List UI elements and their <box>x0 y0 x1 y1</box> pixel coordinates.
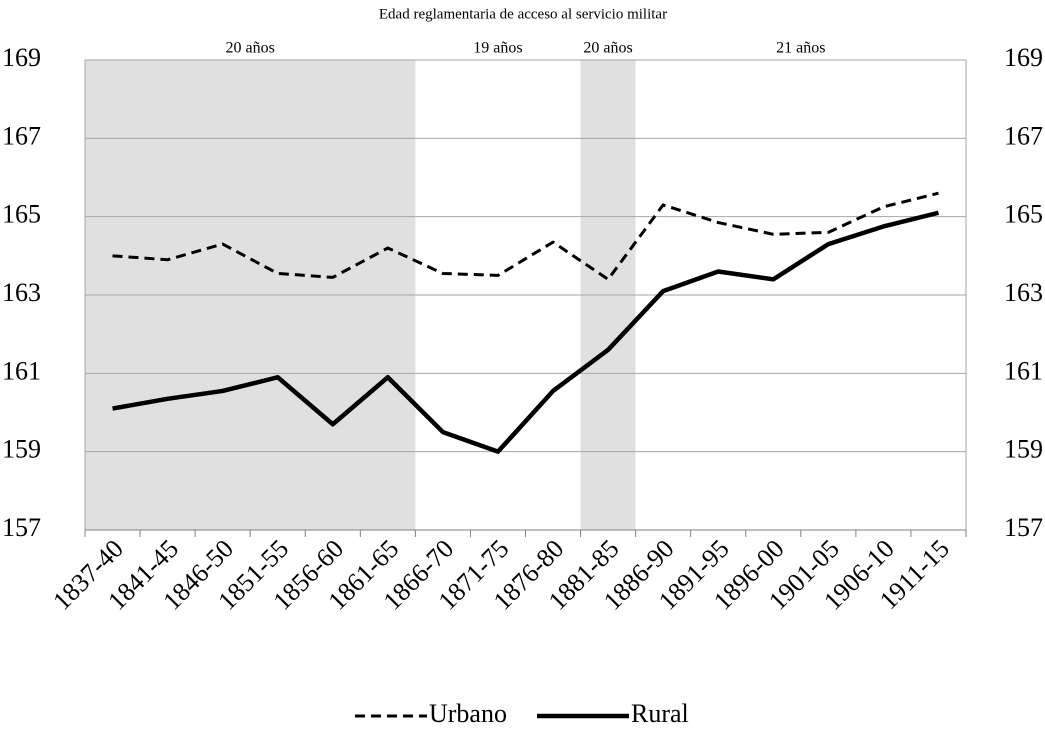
y2-tick-label: 167 <box>1004 121 1043 150</box>
legend-label: Urbano <box>429 699 507 728</box>
chart-title: Edad reglamentaria de acceso al servicio… <box>379 6 667 22</box>
y-tick-label: 159 <box>2 435 41 464</box>
y-tick-label: 167 <box>2 121 41 150</box>
y-tick-label: 157 <box>2 513 41 542</box>
series-line <box>112 191 939 281</box>
y2-tick-label: 157 <box>1004 513 1043 542</box>
series-line <box>112 210 940 454</box>
y2-tick-label: 169 <box>1004 43 1043 72</box>
y-tick-label: 161 <box>2 356 41 385</box>
y-tick-label: 163 <box>2 278 41 307</box>
period-label: 21 años <box>776 40 825 57</box>
period-label: 19 años <box>473 40 522 57</box>
period-label: 20 años <box>583 40 632 57</box>
period-label: 20 años <box>226 40 275 57</box>
y2-tick-label: 161 <box>1004 356 1043 385</box>
y-tick-label: 169 <box>2 43 41 72</box>
y2-tick-label: 163 <box>1004 278 1043 307</box>
y-tick-label: 165 <box>2 200 41 229</box>
y2-tick-label: 159 <box>1004 435 1043 464</box>
legend-label: Rural <box>631 699 689 728</box>
y2-tick-label: 165 <box>1004 200 1043 229</box>
